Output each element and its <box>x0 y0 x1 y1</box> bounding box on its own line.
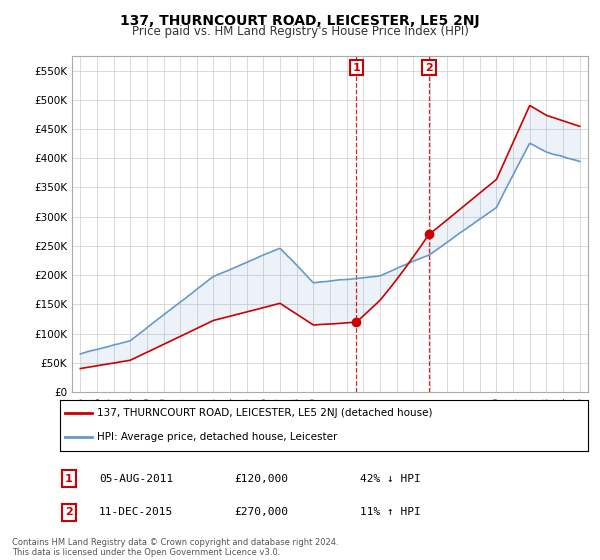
Text: 2: 2 <box>425 63 433 73</box>
Text: 2: 2 <box>65 507 73 517</box>
Text: 42% ↓ HPI: 42% ↓ HPI <box>360 474 421 484</box>
Text: 05-AUG-2011: 05-AUG-2011 <box>99 474 173 484</box>
Text: 1: 1 <box>353 63 361 73</box>
Text: 1: 1 <box>65 474 73 484</box>
Text: £270,000: £270,000 <box>234 507 288 517</box>
Text: Price paid vs. HM Land Registry's House Price Index (HPI): Price paid vs. HM Land Registry's House … <box>131 25 469 38</box>
Text: Contains HM Land Registry data © Crown copyright and database right 2024.
This d: Contains HM Land Registry data © Crown c… <box>12 538 338 557</box>
Text: 11% ↑ HPI: 11% ↑ HPI <box>360 507 421 517</box>
Text: HPI: Average price, detached house, Leicester: HPI: Average price, detached house, Leic… <box>97 432 337 442</box>
Text: 11-DEC-2015: 11-DEC-2015 <box>99 507 173 517</box>
Text: 137, THURNCOURT ROAD, LEICESTER, LE5 2NJ (detached house): 137, THURNCOURT ROAD, LEICESTER, LE5 2NJ… <box>97 408 433 418</box>
Text: £120,000: £120,000 <box>234 474 288 484</box>
Text: 137, THURNCOURT ROAD, LEICESTER, LE5 2NJ: 137, THURNCOURT ROAD, LEICESTER, LE5 2NJ <box>120 14 480 28</box>
